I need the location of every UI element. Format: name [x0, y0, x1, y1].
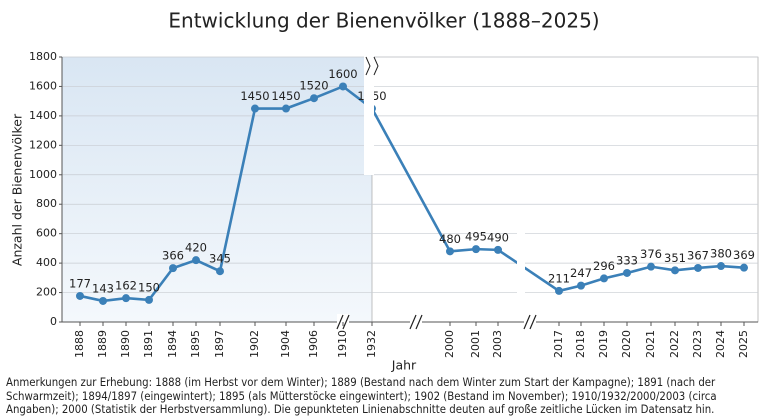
y-axis-label: Anzahl der Bienenvölker: [10, 113, 25, 266]
y-tick-label: 200: [36, 286, 57, 299]
data-label: 247: [570, 266, 592, 280]
data-label: 177: [69, 276, 91, 290]
data-point: [216, 267, 224, 276]
axis-break: [409, 314, 423, 330]
data-point: [251, 104, 259, 113]
data-label: 369: [733, 248, 755, 262]
data-point: [145, 295, 153, 304]
data-point: [169, 264, 177, 273]
data-label: 150: [138, 280, 160, 294]
y-tick-label: 800: [36, 197, 57, 210]
x-tick-label: 2024: [714, 330, 727, 358]
x-tick-label: 1895: [189, 330, 202, 358]
x-tick-label: 2000: [443, 330, 456, 358]
x-tick-label: 2021: [644, 330, 657, 358]
data-point: [600, 274, 608, 283]
data-point: [99, 296, 107, 305]
data-point: [339, 82, 347, 91]
data-point: [694, 263, 702, 272]
axis-break: [365, 56, 379, 76]
data-label: 162: [115, 279, 137, 293]
data-point: [494, 245, 502, 254]
y-tick-label: 1600: [29, 79, 57, 92]
axis-break: [364, 55, 374, 175]
x-tick-label: 1910: [336, 330, 349, 358]
x-tick-label: 2018: [574, 330, 587, 358]
data-label: 376: [640, 247, 662, 261]
data-label: 211: [548, 271, 570, 285]
x-tick-label: 1889: [96, 330, 109, 358]
data-label: 495: [465, 230, 487, 244]
x-tick-label: 2019: [597, 330, 610, 358]
data-point: [717, 262, 725, 271]
data-point: [122, 294, 130, 303]
chart-title: Entwicklung der Bienenvölker (1888–2025): [168, 9, 599, 33]
chart: Entwicklung der Bienenvölker (1888–2025)…: [10, 9, 759, 373]
x-axis-label: Jahr: [391, 358, 417, 373]
data-point: [623, 268, 631, 277]
x-tick-label: 2025: [737, 330, 750, 358]
x-tick-label: 2003: [491, 330, 504, 358]
y-tick-label: 1800: [29, 50, 57, 63]
x-tick-label: 1902: [248, 330, 261, 358]
data-point: [446, 247, 454, 256]
y-tick-label: 600: [36, 227, 57, 240]
x-tick-label: 1888: [73, 330, 86, 358]
data-label: 1450: [271, 89, 300, 103]
x-tick-label: 1891: [142, 330, 155, 358]
data-point: [76, 291, 84, 300]
data-point: [740, 263, 748, 272]
data-point: [671, 266, 679, 275]
data-label: 480: [439, 232, 461, 246]
x-tick-label: 1932: [365, 330, 378, 358]
line-gap: [517, 207, 525, 307]
data-point: [577, 281, 585, 290]
data-label: 143: [92, 281, 114, 295]
x-tick-label: 2023: [691, 330, 704, 358]
plot-background: [62, 57, 372, 322]
data-label: 1520: [299, 79, 328, 93]
y-tick-label: 1000: [29, 168, 57, 181]
x-tick-label: 2001: [469, 330, 482, 358]
data-label: 1600: [328, 67, 357, 81]
data-label: 345: [209, 252, 231, 266]
y-tick-label: 1200: [29, 138, 57, 151]
x-tick-label: 2020: [620, 330, 633, 358]
data-point: [192, 256, 200, 265]
data-label: 367: [687, 248, 709, 262]
data-label: 490: [487, 230, 509, 244]
x-tick-label: 1894: [166, 330, 179, 358]
x-tick-label: 1897: [213, 330, 226, 358]
x-tick-label: 2017: [552, 330, 565, 358]
x-tick-label: 1890: [119, 330, 132, 358]
y-tick-label: 0: [50, 315, 57, 328]
data-label: 1450: [240, 89, 269, 103]
data-label: 366: [162, 249, 184, 263]
axis-break: [410, 314, 422, 330]
data-label: 420: [185, 241, 207, 255]
data-point: [310, 94, 318, 103]
axis-break: [336, 314, 350, 330]
data-point: [647, 262, 655, 271]
data-label: 296: [593, 259, 615, 273]
data-point: [472, 245, 480, 254]
data-label: 351: [664, 251, 686, 265]
data-label: 333: [616, 253, 638, 267]
y-tick-label: 1400: [29, 109, 57, 122]
axis-break: [523, 314, 537, 330]
note: Anmerkungen zur Erhebung: 1888 (im Herbs…: [6, 376, 717, 416]
data-line: [79, 84, 745, 303]
grid: [62, 56, 758, 323]
x-tick-label: 2022: [668, 330, 681, 358]
data-label: 380: [710, 247, 732, 261]
y-tick-label: 400: [36, 256, 57, 269]
axis-break: [524, 314, 536, 330]
x-tick-label: 1904: [279, 330, 292, 358]
data-point: [555, 286, 563, 295]
plot-background: [371, 56, 759, 323]
x-tick-label: 1906: [307, 330, 320, 358]
data-point: [282, 104, 290, 113]
